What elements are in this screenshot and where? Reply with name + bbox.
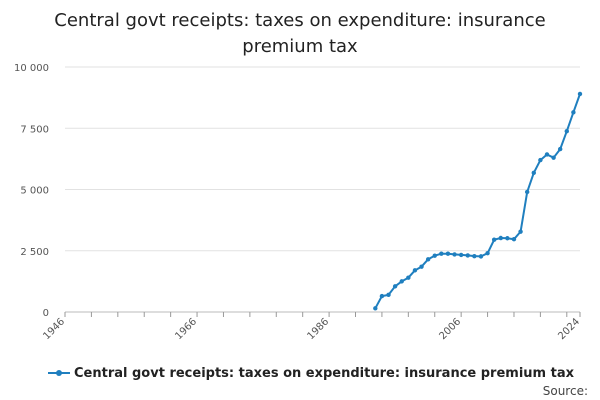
data-point[interactable] xyxy=(386,292,391,298)
data-point[interactable] xyxy=(412,268,418,273)
x-tick-label: 2024 xyxy=(556,316,582,342)
data-point[interactable] xyxy=(564,128,569,134)
legend-label: Central govt receipts: taxes on expendit… xyxy=(74,365,574,381)
chart-title-line-2: premium tax xyxy=(242,36,358,57)
y-axis-ticks: 0 2 500 5 000 7 500 10 000 xyxy=(14,63,49,319)
source-label: Source: xyxy=(542,384,588,398)
data-point[interactable] xyxy=(577,91,583,97)
data-point[interactable] xyxy=(538,157,543,163)
x-tick-label: 1966 xyxy=(173,316,199,342)
data-point[interactable] xyxy=(432,253,437,258)
x-tick-label: 2006 xyxy=(437,316,463,342)
x-axis: 1946 1966 1986 2006 2024 xyxy=(41,312,582,342)
data-point[interactable] xyxy=(425,257,431,262)
data-point[interactable] xyxy=(557,146,563,152)
data-point[interactable] xyxy=(373,306,378,311)
y-tick-label: 5 000 xyxy=(20,186,49,197)
data-point[interactable] xyxy=(505,236,510,241)
data-point[interactable] xyxy=(472,253,477,259)
legend[interactable]: Central govt receipts: taxes on expendit… xyxy=(48,364,574,382)
y-tick-label: 0 xyxy=(43,308,49,319)
series-group xyxy=(373,91,583,311)
data-point[interactable] xyxy=(491,237,497,242)
y-tick-label: 10 000 xyxy=(14,63,49,74)
x-tick-label: 1986 xyxy=(305,316,331,342)
data-point[interactable] xyxy=(406,275,411,280)
data-point[interactable] xyxy=(478,254,484,259)
data-point[interactable] xyxy=(544,152,550,157)
data-point[interactable] xyxy=(518,229,523,234)
data-point[interactable] xyxy=(498,235,503,241)
data-point[interactable] xyxy=(571,110,576,115)
y-tick-label: 2 500 xyxy=(20,247,49,258)
data-point[interactable] xyxy=(452,252,457,257)
y-tick-label: 7 500 xyxy=(20,124,49,135)
data-point[interactable] xyxy=(399,279,404,284)
x-tick-label: 1946 xyxy=(41,316,67,342)
data-point[interactable] xyxy=(445,251,451,256)
data-point[interactable] xyxy=(524,189,530,195)
data-point[interactable] xyxy=(511,237,517,242)
chart-title-line-1: Central govt receipts: taxes on expendit… xyxy=(54,10,546,31)
legend-swatch xyxy=(48,367,70,379)
data-point[interactable] xyxy=(419,264,424,269)
data-point[interactable] xyxy=(485,251,490,256)
data-point[interactable] xyxy=(392,284,398,289)
data-point[interactable] xyxy=(551,155,556,160)
data-point[interactable] xyxy=(379,293,385,299)
series-line xyxy=(374,93,581,309)
data-point[interactable] xyxy=(531,170,536,176)
chart-title: Central govt receipts: taxes on expendit… xyxy=(0,8,600,60)
data-point[interactable] xyxy=(458,252,464,258)
data-point[interactable] xyxy=(465,253,470,258)
gridlines xyxy=(65,66,580,313)
data-point[interactable] xyxy=(439,251,444,256)
